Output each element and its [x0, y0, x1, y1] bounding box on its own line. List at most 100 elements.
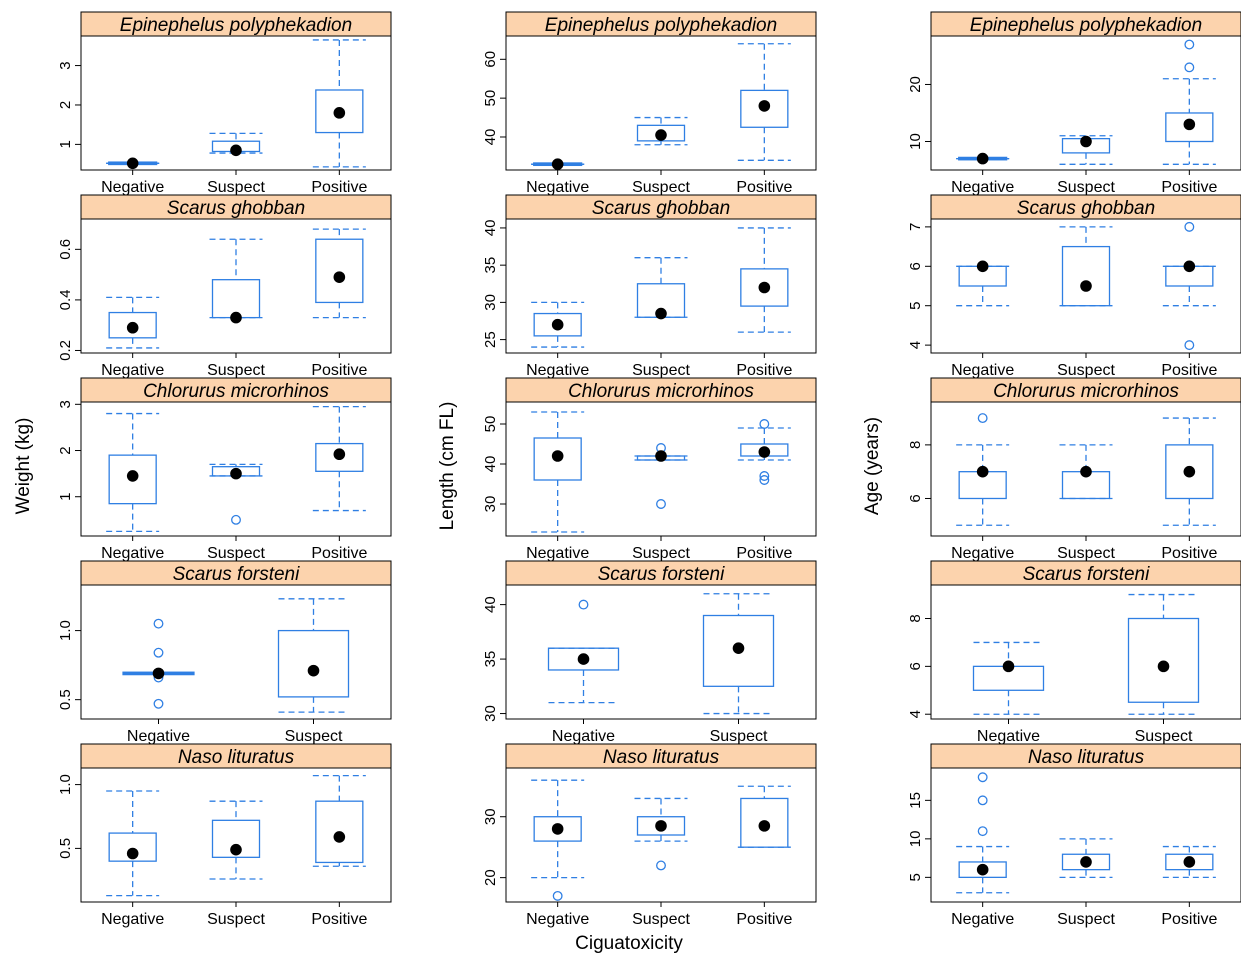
median-point [126, 321, 139, 334]
x-category-label: Suspect [1057, 179, 1115, 196]
plot-frame [930, 584, 1241, 720]
box-suspect: Suspect [632, 116, 690, 196]
plot-frame [80, 584, 392, 720]
x-category-label: Negative [951, 179, 1014, 196]
y-tick-label: 35 [482, 257, 499, 274]
box-suspect: Suspect [632, 797, 690, 928]
median-point [732, 642, 745, 654]
median-point [126, 157, 139, 170]
y-tick-label: 0.5 [57, 689, 74, 710]
y-tick-label: 6 [907, 494, 924, 502]
outlier-point [656, 499, 666, 509]
x-category-label: Suspect [207, 362, 265, 379]
iqr-box [108, 832, 157, 862]
y-tick-label: 8 [907, 614, 924, 622]
iqr-box [315, 238, 364, 304]
iqr-box [1165, 112, 1214, 143]
plot-frame [930, 767, 1241, 903]
median-point [976, 465, 989, 478]
strip-title: Scarus forsteni [173, 564, 300, 585]
median-point [655, 450, 667, 462]
y-tick-label: 60 [482, 51, 499, 68]
panel-scarus-forsteni-length-cm-fl: Scarus forsteni 30 35 40 Negative Suspect [482, 560, 817, 745]
iqr-box [315, 442, 364, 472]
box-suspect: Suspect [277, 598, 350, 745]
panel-chlorurus-microrhinos-length-cm-fl: Chlorurus microrhinos 30 40 50 Negative Suspe… [482, 377, 817, 562]
y-tick-label: 3 [57, 400, 74, 408]
outlier-point [153, 698, 164, 709]
box-suspect: Suspect [702, 593, 775, 745]
strip-title: Scarus forsteni [1023, 564, 1150, 585]
box-negative: Negative [972, 641, 1045, 745]
box-negative: Negative [951, 260, 1014, 379]
strip-title: Epinephelus polyphekadion [970, 15, 1202, 36]
panel-epinephelus-polyphekadion-length-cm-fl: Epinephelus polyphekadion 40 50 60 Negative S… [482, 11, 817, 196]
strip-title: Naso lituratus [603, 747, 720, 768]
outlier-point [977, 795, 988, 806]
iqr-box [533, 816, 582, 842]
panel-epinephelus-polyphekadion-age-years: Epinephelus polyphekadion 10 20 Negative Sus… [907, 11, 1241, 196]
box-negative: Negative [122, 618, 195, 745]
x-category-label: Negative [526, 545, 589, 562]
iqr-box [1165, 853, 1214, 871]
outlier-point [759, 475, 770, 485]
y-axis-title-age: Age (years) [862, 417, 883, 515]
x-category-label: Positive [736, 911, 792, 928]
outlier-point [1184, 340, 1195, 351]
x-category-label: Positive [1161, 179, 1217, 196]
iqr-box [211, 819, 261, 858]
box-negative: Negative [951, 413, 1014, 562]
y-tick-label: 50 [482, 416, 499, 433]
outlier-point [1184, 62, 1195, 73]
x-category-label: Suspect [632, 179, 690, 196]
box-suspect: Suspect [632, 257, 690, 379]
box-suspect: Suspect [1127, 593, 1200, 745]
x-category-label: Suspect [1057, 911, 1115, 928]
box-negative: Negative [101, 157, 164, 196]
box-positive: Positive [311, 39, 367, 196]
strip-header [930, 743, 1241, 769]
median-point [551, 823, 564, 835]
strip-header [930, 11, 1241, 37]
y-tick-label: 40 [482, 456, 499, 473]
box-suspect: Suspect [207, 238, 265, 379]
x-category-label: Suspect [285, 728, 343, 745]
median-point [976, 152, 989, 165]
x-category-label: Negative [101, 545, 164, 562]
iqr-box [533, 437, 582, 481]
box-negative: Negative [101, 790, 164, 928]
y-tick-label: 20 [482, 869, 499, 886]
median-point [1183, 118, 1196, 131]
x-category-label: Negative [977, 728, 1040, 745]
strip-title: Chlorurus microrhinos [993, 381, 1179, 402]
strip-title: Epinephelus polyphekadion [545, 15, 777, 36]
x-category-label: Suspect [1057, 545, 1115, 562]
box-positive: Positive [1161, 221, 1217, 379]
median-point [758, 446, 771, 458]
iqr-box [277, 629, 350, 698]
x-category-label: Positive [311, 362, 367, 379]
median-point [307, 664, 320, 677]
y-axis-title-length: Length (cm FL) [437, 402, 458, 531]
strip-title: Chlorurus microrhinos [143, 381, 329, 402]
x-category-label: Negative [951, 911, 1014, 928]
iqr-box [533, 312, 582, 337]
y-tick-label: 0.6 [57, 239, 74, 260]
box-suspect: Suspect [1057, 135, 1115, 196]
median-point [551, 318, 564, 331]
x-category-label: Negative [526, 911, 589, 928]
strip-title: Scarus ghobban [167, 198, 305, 219]
plot-frame [505, 401, 817, 537]
box-negative: Negative [951, 772, 1014, 928]
median-point [1080, 465, 1092, 478]
iqr-box [1061, 853, 1111, 871]
median-point [551, 158, 564, 170]
outlier-point [977, 413, 988, 424]
iqr-box [1127, 617, 1200, 703]
x-category-label: Positive [1161, 545, 1217, 562]
panel-naso-lituratus-weight-kg: Naso lituratus 0.5 1.0 Negative Suspect Posit… [57, 743, 392, 928]
box-positive: Positive [736, 227, 792, 379]
x-category-label: Positive [736, 179, 792, 196]
median-point [126, 470, 139, 482]
